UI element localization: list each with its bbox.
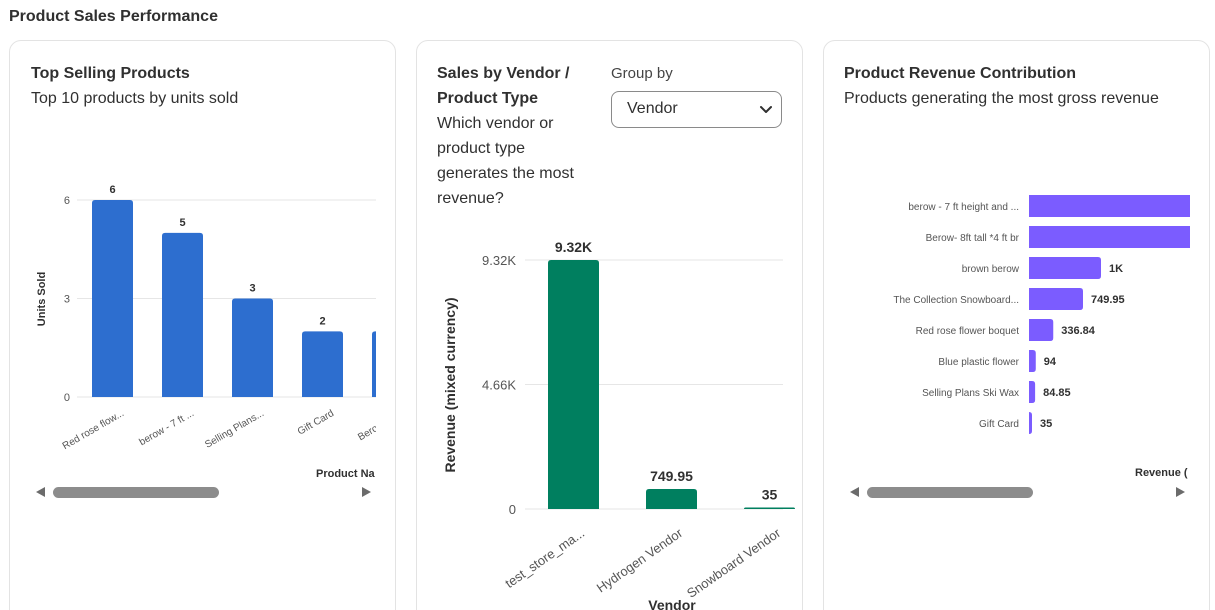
group-by-select[interactable]: Vendor	[611, 91, 782, 128]
x-tick-label: test_store_ma...	[502, 525, 587, 591]
x-axis-label: Product Na	[316, 468, 376, 480]
data-label: 9.32K	[555, 239, 592, 255]
bar	[1029, 257, 1101, 279]
bar	[1029, 195, 1190, 217]
horizontal-scrollbar[interactable]	[850, 484, 1185, 500]
card-title: Product Revenue Contribution	[844, 65, 1076, 82]
bar	[1029, 319, 1054, 341]
scroll-right-icon[interactable]	[1176, 487, 1185, 497]
x-tick-label: Selling Plans...	[203, 408, 266, 451]
x-tick-label: Berow- 8ft t	[356, 408, 376, 443]
bar	[744, 507, 795, 509]
y-tick-label: 0	[64, 392, 70, 404]
data-label: 3	[249, 283, 255, 295]
y-tick-label: 4.66K	[482, 378, 516, 393]
x-axis-label: Vendor	[648, 597, 696, 610]
y-tick-label: Blue plastic flower	[938, 357, 1019, 368]
page-title: Product Sales Performance	[9, 8, 218, 25]
y-tick-label: Berow- 8ft tall *4 ft br	[926, 233, 1020, 244]
scroll-left-icon[interactable]	[850, 487, 859, 497]
bar	[548, 260, 599, 509]
scroll-left-icon[interactable]	[36, 487, 45, 497]
data-label: 749.95	[650, 468, 693, 484]
data-label: 336.84	[1061, 325, 1096, 337]
card-title-line2: Product Type	[437, 90, 539, 107]
x-axis-label: Revenue (	[1135, 467, 1188, 479]
y-tick-label: Red rose flower boquet	[916, 326, 1020, 337]
y-tick-label: 3	[64, 294, 70, 306]
data-label: 5	[179, 217, 185, 229]
bar	[1029, 350, 1036, 372]
data-label: 1K	[1109, 263, 1123, 275]
x-tick-label: Gift Card	[296, 408, 336, 438]
data-label: 94	[1044, 356, 1057, 368]
card-subtitle-line2: product type	[437, 140, 526, 157]
card-subtitle: Products generating the most gross reven…	[844, 90, 1159, 107]
bar	[162, 232, 203, 397]
x-tick-label: Snowboard Vendor	[684, 525, 784, 601]
card-subtitle-line1: Which vendor or	[437, 115, 554, 132]
data-label: 35	[762, 487, 778, 503]
bar	[1029, 288, 1083, 310]
bar	[92, 200, 133, 397]
revenue-by-vendor-bar-chart: 0 4.66K 9.32K Revenue (mixed currency) 9.32K…	[442, 239, 795, 610]
y-tick-label: 0	[509, 502, 516, 517]
card-title-line1: Sales by Vendor /	[437, 65, 570, 82]
bar	[232, 298, 273, 397]
units-sold-bar-chart: 0 3 6 Units Sold 6 Red rose flow... 5 berow - 7…	[36, 184, 376, 480]
data-label: 749.95	[1091, 294, 1125, 306]
bar	[1029, 412, 1032, 434]
x-tick-label: berow - 7 ft ...	[138, 408, 196, 448]
y-tick-label: berow - 7 ft height and ...	[908, 202, 1019, 213]
horizontal-scrollbar[interactable]	[36, 484, 371, 500]
bar	[1029, 381, 1036, 403]
bar	[372, 331, 376, 397]
y-tick-label: 6	[64, 195, 70, 207]
bar	[302, 331, 343, 397]
scroll-thumb[interactable]	[867, 487, 1033, 498]
y-tick-label: 9.32K	[482, 253, 516, 268]
data-label: 2	[319, 315, 325, 327]
y-tick-label: Selling Plans Ski Wax	[922, 388, 1019, 399]
card-subtitle-line4: revenue?	[437, 190, 504, 207]
scroll-thumb[interactable]	[53, 487, 219, 498]
y-tick-label: The Collection Snowboard...	[893, 295, 1019, 306]
card-subtitle-line3: generates the most	[437, 165, 574, 182]
chevron-down-icon	[760, 106, 772, 113]
group-by-selected-value: Vendor	[627, 100, 678, 117]
product-revenue-contribution-card: Product Revenue Contribution Products ge…	[823, 40, 1210, 610]
y-tick-label: Gift Card	[979, 419, 1019, 430]
y-axis-label: Revenue (mixed currency)	[442, 297, 458, 472]
data-label: 84.85	[1043, 387, 1071, 399]
y-axis-label: Units Sold	[36, 272, 48, 326]
card-subtitle: Top 10 products by units sold	[31, 90, 239, 107]
bar	[646, 488, 697, 509]
data-label: 6	[109, 184, 115, 196]
data-label: 35	[1040, 418, 1052, 430]
revenue-contribution-bar-chart: berow - 7 ft height and ... Berow- 8ft ta…	[893, 195, 1190, 479]
bar	[1029, 226, 1190, 248]
x-tick-label: Hydrogen Vendor	[594, 525, 686, 596]
group-by-label: Group by	[611, 65, 673, 82]
sales-by-vendor-card: Sales by Vendor / Product Type Which ven…	[416, 40, 803, 610]
scroll-right-icon[interactable]	[362, 487, 371, 497]
x-tick-label: Red rose flow...	[61, 408, 126, 452]
top-selling-products-card: Top Selling Products Top 10 products by …	[9, 40, 396, 610]
y-tick-label: brown berow	[962, 264, 1020, 275]
card-title: Top Selling Products	[31, 65, 190, 82]
